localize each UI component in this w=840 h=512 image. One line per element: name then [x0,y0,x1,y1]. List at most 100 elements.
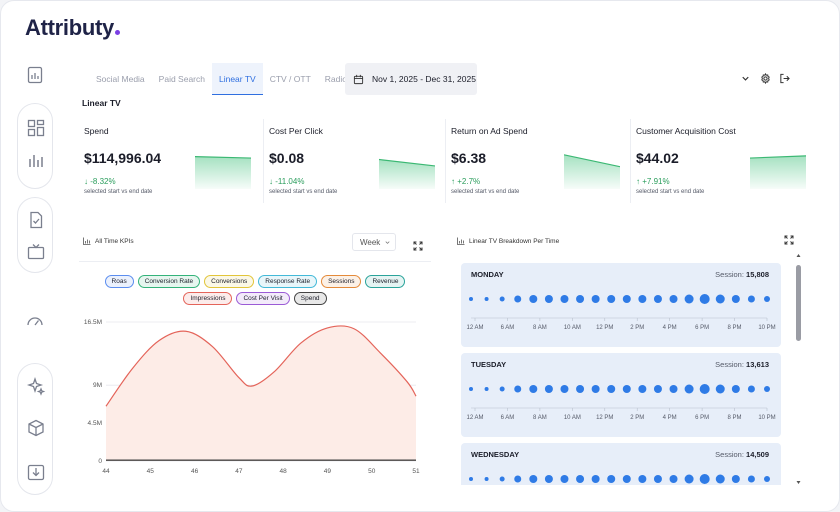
session-dot[interactable] [544,295,553,303]
session-dot[interactable] [529,385,538,393]
session-dot[interactable] [747,385,755,393]
session-dot[interactable] [622,295,631,303]
session-dot[interactable] [699,384,710,394]
expand-icon[interactable] [784,232,794,245]
session-dot[interactable] [764,386,770,392]
brand-logo[interactable]: Attributy [25,15,120,41]
day-card-tuesday: TUESDAY Session: 13,613 12 AM 6 AM 8 AM 10 … [461,353,781,437]
session-dot[interactable] [499,386,505,392]
session-dot[interactable] [560,385,569,393]
session-dot[interactable] [669,295,678,303]
session-dot[interactable] [514,385,522,393]
scrollbar-thumb[interactable] [796,265,801,341]
session-dot[interactable] [576,295,585,303]
series-line-impressions[interactable] [105,325,417,407]
legend-chip-response-rate[interactable]: Response Rate [258,275,318,288]
session-dot[interactable] [653,295,662,303]
session-dot[interactable] [529,475,538,483]
dashboard-icon[interactable] [26,118,46,138]
session-dot[interactable] [544,385,553,393]
tv-icon[interactable] [26,242,46,262]
tab-ctv-ott[interactable]: CTV / OTT [269,73,311,84]
session-dot[interactable] [607,385,616,393]
legend-chip-roas[interactable]: Roas [104,275,134,288]
session-dot[interactable] [715,294,725,304]
tab-radio[interactable]: Radio [324,73,347,84]
session-dot[interactable] [622,385,631,393]
session-dot[interactable] [638,295,647,303]
session-dot[interactable] [469,297,473,301]
session-dot[interactable] [638,475,647,483]
legend-chip-conversion-rate[interactable]: Conversion Rate [137,275,201,288]
scrollbar-track[interactable] [796,253,801,485]
session-dot[interactable] [484,297,489,301]
session-dot[interactable] [622,475,631,483]
period-select[interactable]: Week [352,233,396,251]
legend-chip-spend[interactable]: Spend [293,292,327,305]
session-dot[interactable] [484,387,489,391]
gear-icon[interactable] [760,71,771,85]
tab-linear-tv[interactable]: Linear TV [211,63,263,95]
session-dot[interactable] [560,295,569,303]
session-dot[interactable] [514,475,522,483]
chevron-down-icon[interactable] [740,71,751,85]
session-dot[interactable] [499,476,505,482]
session-dot[interactable] [684,384,694,394]
session-dot[interactable] [607,295,616,303]
session-dot[interactable] [684,474,694,484]
legend-chip-impressions[interactable]: Impressions [183,292,233,305]
legend-chip-conversions[interactable]: Conversions [204,275,255,288]
session-dot[interactable] [469,387,473,391]
session-dot[interactable] [764,296,770,302]
session-dot[interactable] [544,475,553,483]
sparkle-icon[interactable] [26,376,46,396]
session-dot[interactable] [514,295,522,303]
legend-chip-sessions[interactable]: Sessions [321,275,362,288]
checklist-icon[interactable] [26,210,46,230]
download-icon[interactable] [26,462,46,482]
session-dot[interactable] [607,475,616,483]
session-dot[interactable] [747,295,755,303]
card-divider [79,261,431,262]
session-dot[interactable] [638,385,647,393]
session-dot[interactable] [731,475,740,483]
session-dot[interactable] [653,385,662,393]
logout-icon[interactable] [779,71,790,85]
session-dot[interactable] [529,295,538,303]
session-dot[interactable] [560,475,569,483]
session-dot[interactable] [715,384,725,394]
session-dot[interactable] [747,475,755,483]
session-dot[interactable] [591,295,600,303]
session-dot[interactable] [731,385,740,393]
tab-social-media[interactable]: Social Media [96,73,145,84]
session-dot[interactable] [684,294,694,304]
tab-paid-search[interactable]: Paid Search [158,73,205,84]
session-dot[interactable] [653,475,662,483]
kpi-delta: ↓ -8.32% [84,177,116,186]
session-dot[interactable] [499,296,505,302]
session-dot[interactable] [699,474,710,484]
session-dot[interactable] [715,474,725,484]
session-dot[interactable] [731,295,740,303]
legend-chip-cost-per-visit[interactable]: Cost Per Visit [236,292,290,305]
session-dot[interactable] [576,385,585,393]
box-icon[interactable] [26,418,46,438]
session-dot[interactable] [576,475,585,483]
bar-chart-icon[interactable] [26,150,46,170]
session-dot[interactable] [669,475,678,483]
day-name: TUESDAY [471,360,507,369]
session-dot[interactable] [764,476,770,482]
x-tick-label: 49 [324,468,332,475]
report-icon[interactable] [25,65,45,85]
session-dot[interactable] [591,475,600,483]
date-range-picker[interactable]: Nov 1, 2025 - Dec 31, 2025 [345,63,477,95]
expand-icon[interactable] [413,238,423,251]
session-dot[interactable] [469,477,473,481]
session-dot[interactable] [484,477,489,481]
session-dot[interactable] [699,294,710,304]
gauge-icon[interactable] [25,311,45,331]
session-dot[interactable] [669,385,678,393]
legend-chip-revenue[interactable]: Revenue [365,275,406,288]
session-dot[interactable] [591,385,600,393]
breakdown-list[interactable]: MONDAY Session: 15,808 12 AM 6 AM 8 AM 10 A… [461,263,781,485]
